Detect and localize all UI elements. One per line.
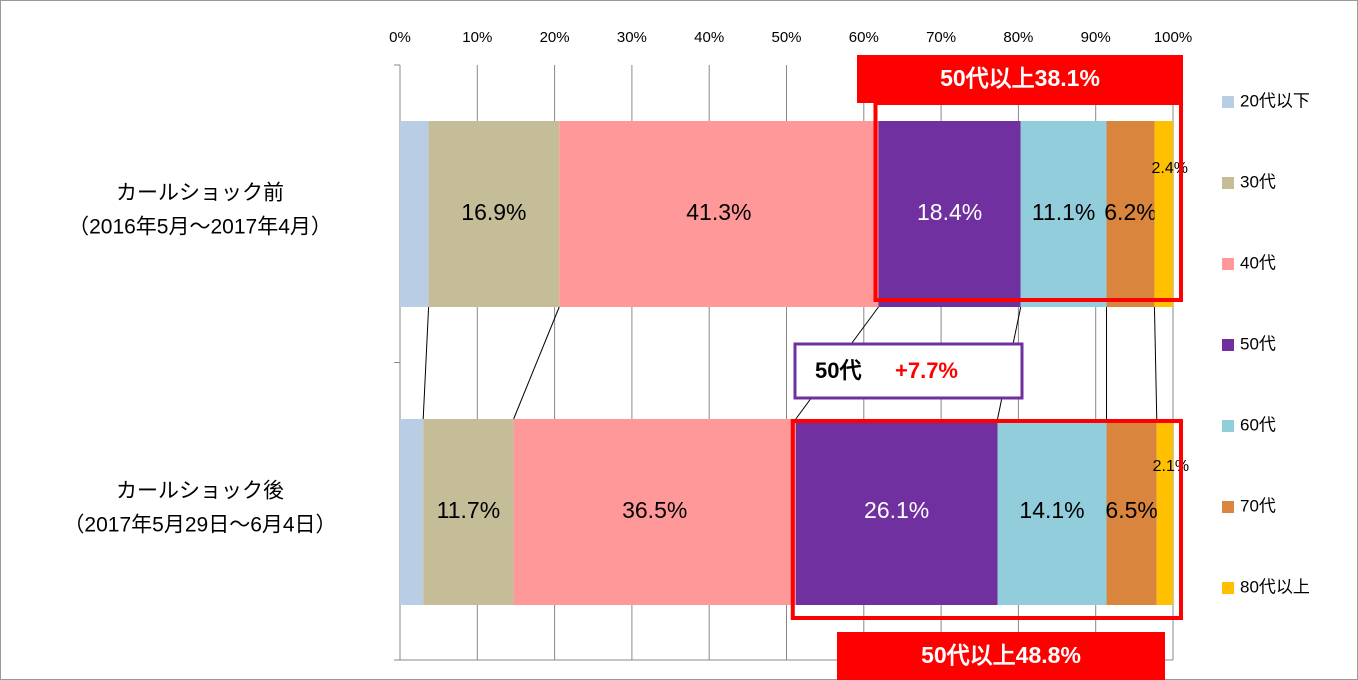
- x-tick-label: 40%: [694, 29, 724, 46]
- data-label: 6.5%: [1105, 497, 1157, 523]
- legend-swatch: [1222, 96, 1234, 108]
- annotation: 50代以上48.8%: [921, 642, 1081, 668]
- data-label: 26.1%: [864, 497, 929, 523]
- bar-segment: [1156, 419, 1173, 605]
- legend-swatch: [1222, 258, 1234, 270]
- legend-label: 60代: [1240, 415, 1276, 434]
- x-tick-label: 100%: [1154, 29, 1192, 46]
- connector-line: [1153, 306, 1158, 420]
- data-label: 11.1%: [1032, 199, 1096, 225]
- x-tick-label: 10%: [462, 29, 492, 46]
- data-label: 14.1%: [1019, 497, 1084, 523]
- data-label: 16.9%: [461, 199, 526, 225]
- bar-segment: [1106, 419, 1157, 605]
- bar-segment: [1106, 121, 1155, 307]
- annotation: 50代: [815, 358, 861, 383]
- bar-segment: [559, 121, 879, 307]
- legend-label: 70代: [1240, 496, 1276, 515]
- bar-segment: [428, 121, 560, 307]
- bar-segment: [400, 419, 424, 605]
- connector-line: [422, 306, 430, 420]
- legend-swatch: [1222, 177, 1234, 189]
- x-tick-label: 70%: [926, 29, 956, 46]
- bar-segment: [400, 121, 429, 307]
- x-tick-label: 90%: [1081, 29, 1111, 46]
- annotation: +7.7%: [895, 358, 958, 383]
- x-tick-label: 0%: [389, 29, 411, 46]
- bar-segment: [1154, 121, 1173, 307]
- annotation-box: [837, 632, 1165, 680]
- category-label: カールショック前: [116, 182, 284, 205]
- data-label: 18.4%: [917, 199, 982, 225]
- category-label: カールショック後: [116, 480, 284, 503]
- annotation-box: [857, 55, 1183, 103]
- legend-label: 80代以上: [1240, 577, 1310, 596]
- data-label: 11.7%: [437, 497, 501, 523]
- legend-label: 20代以下: [1240, 91, 1310, 110]
- data-label: 2.1%: [1153, 458, 1189, 475]
- data-label: 6.2%: [1104, 199, 1156, 225]
- bar-segment: [997, 419, 1107, 605]
- x-tick-label: 20%: [540, 29, 570, 46]
- legend-swatch: [1222, 582, 1234, 594]
- annotation-box: [793, 342, 1024, 400]
- data-label: 2.4%: [1151, 160, 1187, 177]
- legend-label: 40代: [1240, 253, 1276, 272]
- x-tick-label: 50%: [771, 29, 801, 46]
- x-tick-label: 30%: [617, 29, 647, 46]
- x-tick-label: 80%: [1003, 29, 1033, 46]
- legend-swatch: [1222, 420, 1234, 432]
- bar-segment: [513, 419, 796, 605]
- bar-segment: [878, 121, 1021, 307]
- legend-swatch: [1222, 339, 1234, 351]
- legend-label: 50代: [1240, 334, 1276, 353]
- connector-line: [513, 306, 560, 420]
- data-label: 36.5%: [622, 497, 687, 523]
- bar-segment: [423, 419, 514, 605]
- legend-label: 30代: [1240, 172, 1276, 191]
- highlight-box: [790, 419, 1183, 620]
- category-label: （2017年5月29日～6月4日）: [63, 514, 336, 537]
- data-label: 41.3%: [686, 199, 751, 225]
- legend-swatch: [1222, 501, 1234, 513]
- category-label: （2016年5月～2017年4月）: [68, 216, 332, 239]
- annotation: 50代以上38.1%: [940, 65, 1100, 91]
- bar-segment: [1020, 121, 1107, 307]
- x-tick-label: 60%: [849, 29, 879, 46]
- bar-segment: [795, 419, 998, 605]
